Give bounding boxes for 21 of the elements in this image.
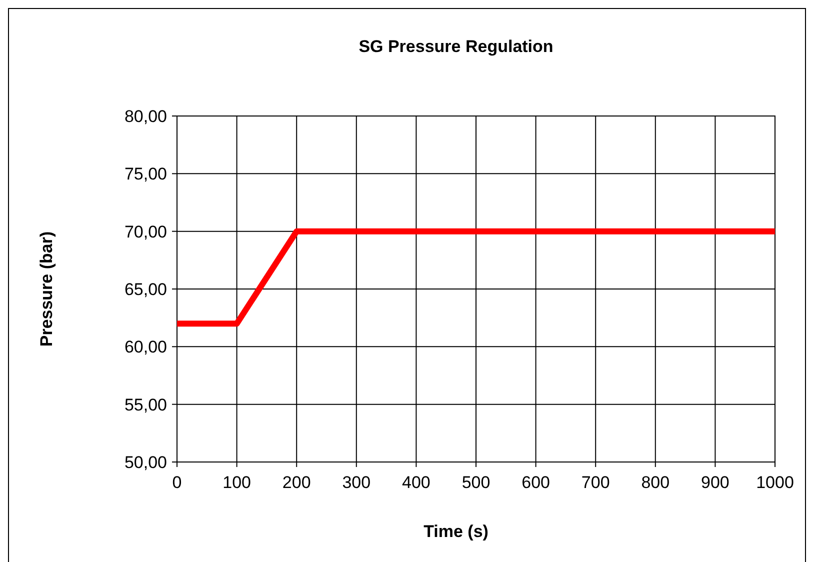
y-tick-label: 65,00: [124, 280, 167, 299]
y-axis-title: Pressure (bar): [37, 231, 56, 347]
x-tick-label: 500: [462, 473, 490, 492]
x-tick-label: 200: [282, 473, 311, 492]
y-tick-label: 80,00: [124, 107, 167, 126]
x-tick-label: 100: [222, 473, 251, 492]
x-tick-label: 800: [641, 473, 670, 492]
chart-title: SG Pressure Regulation: [358, 37, 554, 56]
x-tick-label: 700: [581, 473, 610, 492]
y-tick-label: 50,00: [124, 453, 167, 472]
x-tick-label: 600: [522, 473, 550, 492]
x-tick-label: 900: [701, 473, 730, 492]
x-tick-label: 1000: [756, 473, 794, 492]
x-tick-label: 0: [172, 473, 182, 492]
y-tick-label: 75,00: [124, 164, 167, 184]
x-tick-label: 300: [342, 473, 371, 492]
y-tick-label: 55,00: [124, 395, 167, 414]
x-tick-label: 400: [402, 473, 430, 492]
y-tick-label: 60,00: [124, 338, 167, 357]
x-axis-title: Time (s): [424, 522, 488, 541]
y-tick-label: 70,00: [124, 222, 167, 242]
